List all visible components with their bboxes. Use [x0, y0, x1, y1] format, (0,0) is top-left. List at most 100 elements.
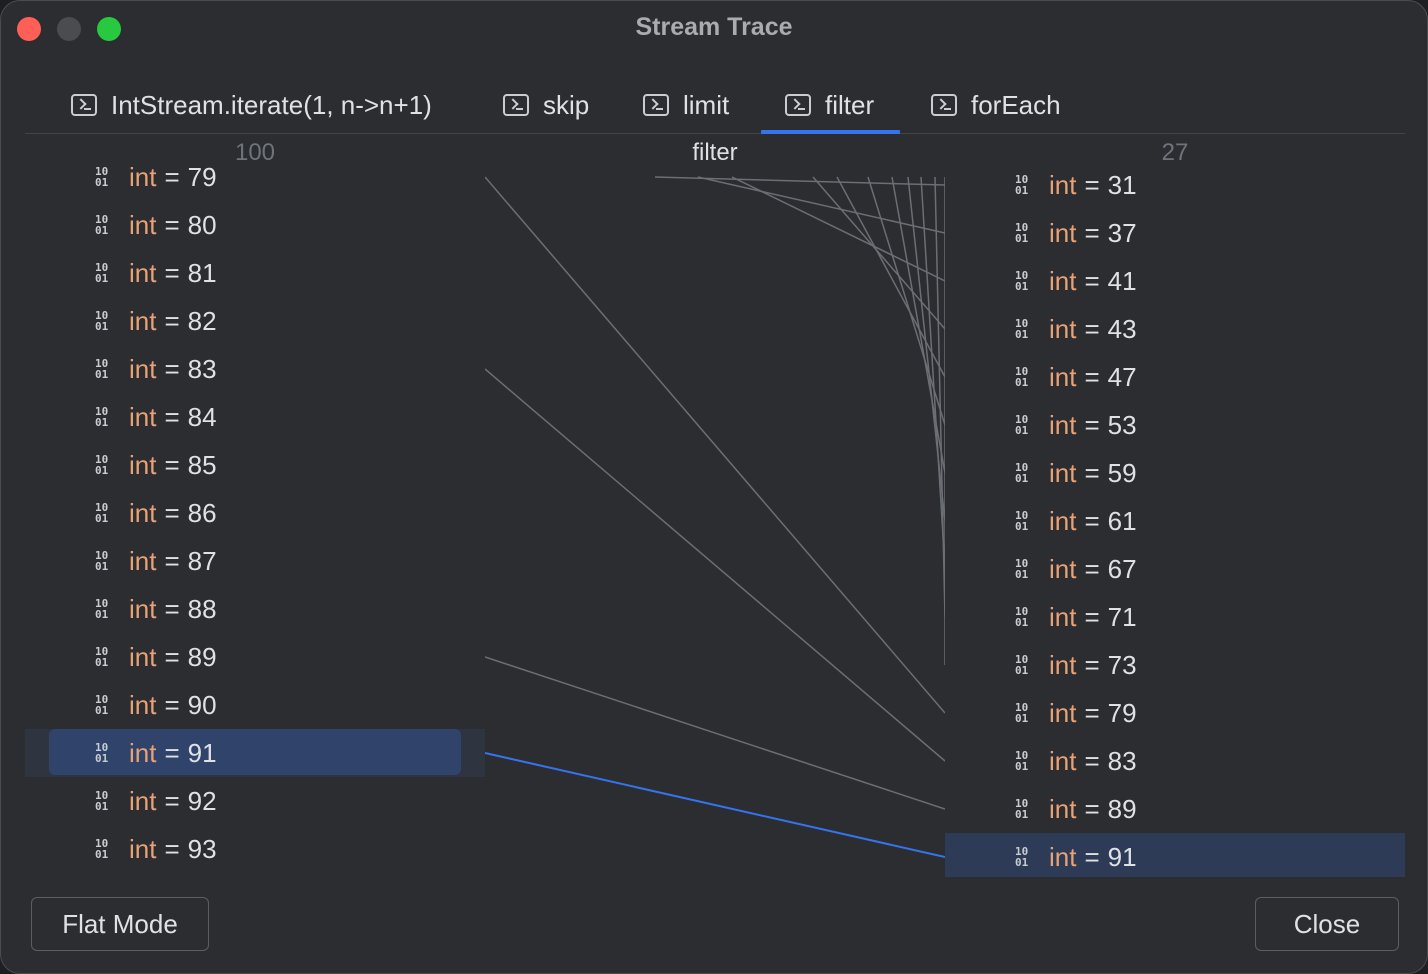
list-item[interactable]: 10 01 int = 83 — [25, 345, 485, 393]
binary-icon: 10 01 — [1015, 414, 1037, 436]
binary-icon-bottom: 01 — [1015, 568, 1029, 581]
output-values-list[interactable]: 10 01 int = 31 10 01 int = 37 10 01 int = 41 10 01 int = 43… — [945, 157, 1405, 877]
binary-icon-bottom: 01 — [95, 752, 109, 765]
binary-icon-bottom: 01 — [1015, 760, 1029, 773]
binary-icon: 10 01 — [1015, 606, 1037, 628]
list-item[interactable]: 10 01 int = 61 — [945, 497, 1405, 545]
binary-icon: 10 01 — [1015, 750, 1037, 772]
right-count-label: 27 — [1161, 139, 1189, 166]
list-item[interactable]: 10 01 int = 83 — [945, 737, 1405, 785]
binary-icon-bottom: 01 — [95, 656, 109, 669]
tab-limit[interactable]: limit — [643, 77, 729, 133]
list-item[interactable]: 10 01 int = 43 — [945, 305, 1405, 353]
binary-icon: 10 01 — [95, 358, 117, 380]
item-label: 10 01 int = 80 — [95, 201, 217, 249]
item-label: 10 01 int = 83 — [95, 345, 217, 393]
item-label: 10 01 int = 73 — [1015, 641, 1137, 689]
list-item[interactable]: 10 01 int = 41 — [945, 257, 1405, 305]
binary-icon-top: 10 — [1015, 365, 1029, 378]
list-item[interactable]: 10 01 int = 80 — [25, 201, 485, 249]
binary-icon: 10 01 — [1015, 798, 1037, 820]
list-item[interactable]: 10 01 int = 59 — [945, 449, 1405, 497]
mapping-line — [731, 176, 945, 282]
value-type: int — [1049, 457, 1077, 488]
binary-icon-top: 10 — [95, 213, 109, 226]
list-item[interactable]: 10 01 int = 92 — [25, 777, 485, 825]
list-item[interactable]: 10 01 int = 67 — [945, 545, 1405, 593]
value-type: int — [129, 449, 157, 480]
binary-icon-top: 10 — [95, 261, 109, 274]
binary-icon-top: 10 — [1015, 509, 1029, 522]
tab-intstream-iterate[interactable]: IntStream.iterate(1, n->n+1) — [71, 77, 432, 133]
terminal-icon — [785, 94, 811, 116]
tab-filter[interactable]: filter — [760, 77, 901, 134]
close-window-button[interactable] — [17, 17, 41, 41]
list-item[interactable]: 10 01 int = 47 — [945, 353, 1405, 401]
list-item[interactable]: 10 01 int = 53 — [945, 401, 1405, 449]
binary-icon: 10 01 — [1015, 558, 1037, 580]
list-item[interactable]: 10 01 int = 89 — [945, 785, 1405, 833]
list-item[interactable]: 10 01 int = 81 — [25, 249, 485, 297]
value-type: int — [1049, 793, 1077, 824]
value-type: int — [129, 833, 157, 864]
binary-icon-bottom: 01 — [95, 368, 109, 381]
value-number: 87 — [187, 545, 217, 576]
equals-sign: = — [1084, 217, 1100, 248]
list-item[interactable]: 10 01 int = 89 — [25, 633, 485, 681]
list-item[interactable]: 10 01 int = 73 — [945, 641, 1405, 689]
list-item[interactable]: 10 01 int = 71 — [945, 593, 1405, 641]
maximize-window-button[interactable] — [97, 17, 121, 41]
binary-icon-bottom: 01 — [1015, 280, 1029, 293]
value-number: 61 — [1107, 505, 1137, 536]
list-item[interactable]: 10 01 int = 90 — [25, 681, 485, 729]
equals-sign: = — [1084, 457, 1100, 488]
value-number: 79 — [187, 161, 217, 192]
flat-mode-button[interactable]: Flat Mode — [31, 897, 209, 951]
binary-icon-bottom: 01 — [1015, 616, 1029, 629]
list-item[interactable]: 10 01 int = 93 — [25, 825, 485, 873]
binary-icon-top: 10 — [1015, 653, 1029, 666]
list-item[interactable]: 10 01 int = 79 — [25, 157, 485, 201]
selected-mapping-line — [485, 752, 945, 858]
close-button[interactable]: Close — [1255, 897, 1399, 951]
tab-skip[interactable]: skip — [503, 77, 589, 133]
list-item[interactable]: 10 01 int = 88 — [25, 585, 485, 633]
binary-icon-bottom: 01 — [95, 416, 109, 429]
binary-icon-bottom: 01 — [1015, 232, 1029, 245]
item-label: 10 01 int = 83 — [1015, 737, 1137, 785]
value-type: int — [129, 545, 157, 576]
list-item[interactable]: 10 01 int = 91 — [945, 833, 1405, 877]
binary-icon: 10 01 — [1015, 702, 1037, 724]
list-item[interactable]: 10 01 int = 91 — [25, 729, 485, 777]
binary-icon-top: 10 — [1015, 557, 1029, 570]
binary-icon: 10 01 — [95, 646, 117, 668]
value-number: 67 — [1107, 553, 1137, 584]
list-item[interactable]: 10 01 int = 82 — [25, 297, 485, 345]
binary-icon: 10 01 — [1015, 174, 1037, 196]
list-item[interactable]: 10 01 int = 84 — [25, 393, 485, 441]
binary-icon-bottom: 01 — [95, 176, 109, 189]
list-item[interactable]: 10 01 int = 79 — [945, 689, 1405, 737]
input-values-list[interactable]: 10 01 int = 79 10 01 int = 80 10 01 int = 81 10 01 int = 82… — [25, 157, 485, 877]
equals-sign: = — [1084, 793, 1100, 824]
binary-icon-bottom: 01 — [95, 320, 109, 333]
binary-icon-top: 10 — [1015, 701, 1029, 714]
value-number: 92 — [187, 785, 217, 816]
binary-icon: 10 01 — [95, 550, 117, 572]
list-item[interactable]: 10 01 int = 85 — [25, 441, 485, 489]
value-number: 47 — [1107, 361, 1137, 392]
item-label: 10 01 int = 85 — [95, 441, 217, 489]
minimize-window-button[interactable] — [57, 17, 81, 41]
tab-foreach[interactable]: forEach — [931, 77, 1061, 133]
item-label: 10 01 int = 84 — [95, 393, 217, 441]
list-item[interactable]: 10 01 int = 37 — [945, 209, 1405, 257]
item-label: 10 01 int = 89 — [1015, 785, 1137, 833]
list-item[interactable]: 10 01 int = 87 — [25, 537, 485, 585]
list-item[interactable]: 10 01 int = 86 — [25, 489, 485, 537]
item-label: 10 01 int = 53 — [1015, 401, 1137, 449]
mapping-line — [934, 176, 945, 618]
binary-icon-top: 10 — [95, 693, 109, 706]
item-label: 10 01 int = 41 — [1015, 257, 1137, 305]
list-item[interactable]: 10 01 int = 31 — [945, 161, 1405, 209]
value-type: int — [1049, 265, 1077, 296]
